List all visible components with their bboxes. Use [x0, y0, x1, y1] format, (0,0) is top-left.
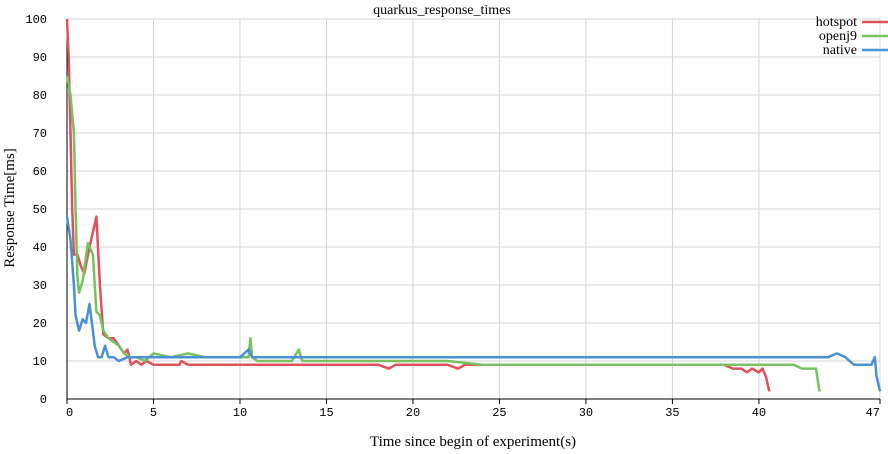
x-tick-label: 40 — [752, 406, 766, 420]
y-tick-label: 20 — [33, 317, 47, 331]
x-tick-label: 20 — [406, 406, 420, 420]
x-tick-label: 30 — [579, 406, 593, 420]
series-lines — [65, 18, 882, 392]
y-tick-label: 100 — [25, 13, 47, 27]
x-tick-label: 5 — [150, 406, 157, 420]
series-line-openj9 — [65, 75, 821, 392]
x-tick-label: 35 — [665, 406, 679, 420]
x-axis-label: Time since begin of experiment(s) — [370, 434, 576, 450]
y-tick-label: 40 — [33, 241, 47, 255]
y-axis-label: Response Time[ms] — [2, 148, 18, 268]
chart-title: quarkus_response_times — [373, 3, 511, 18]
legend-label-hotspot: hotspot — [816, 15, 857, 30]
y-tick-label: 80 — [33, 89, 47, 103]
y-tick-label: 50 — [33, 203, 47, 217]
y-tick-label: 60 — [33, 165, 47, 179]
y-tick-label: 0 — [40, 393, 47, 407]
series-line-hotspot — [65, 18, 771, 392]
x-tick-label: 47 — [866, 406, 880, 420]
x-tick-label: 0 — [66, 406, 73, 420]
y-tick-label: 30 — [33, 279, 47, 293]
x-tick-label: 25 — [492, 406, 506, 420]
series-line-native — [65, 216, 882, 392]
y-tick-label: 10 — [33, 355, 47, 369]
y-tick-label: 90 — [33, 51, 47, 65]
legend-label-openj9: openj9 — [819, 29, 857, 44]
grid — [66, 18, 881, 399]
legend-label-native: native — [823, 43, 857, 58]
y-tick-label: 70 — [33, 127, 47, 141]
x-tick-label: 15 — [319, 406, 333, 420]
x-tick-label: 10 — [233, 406, 247, 420]
